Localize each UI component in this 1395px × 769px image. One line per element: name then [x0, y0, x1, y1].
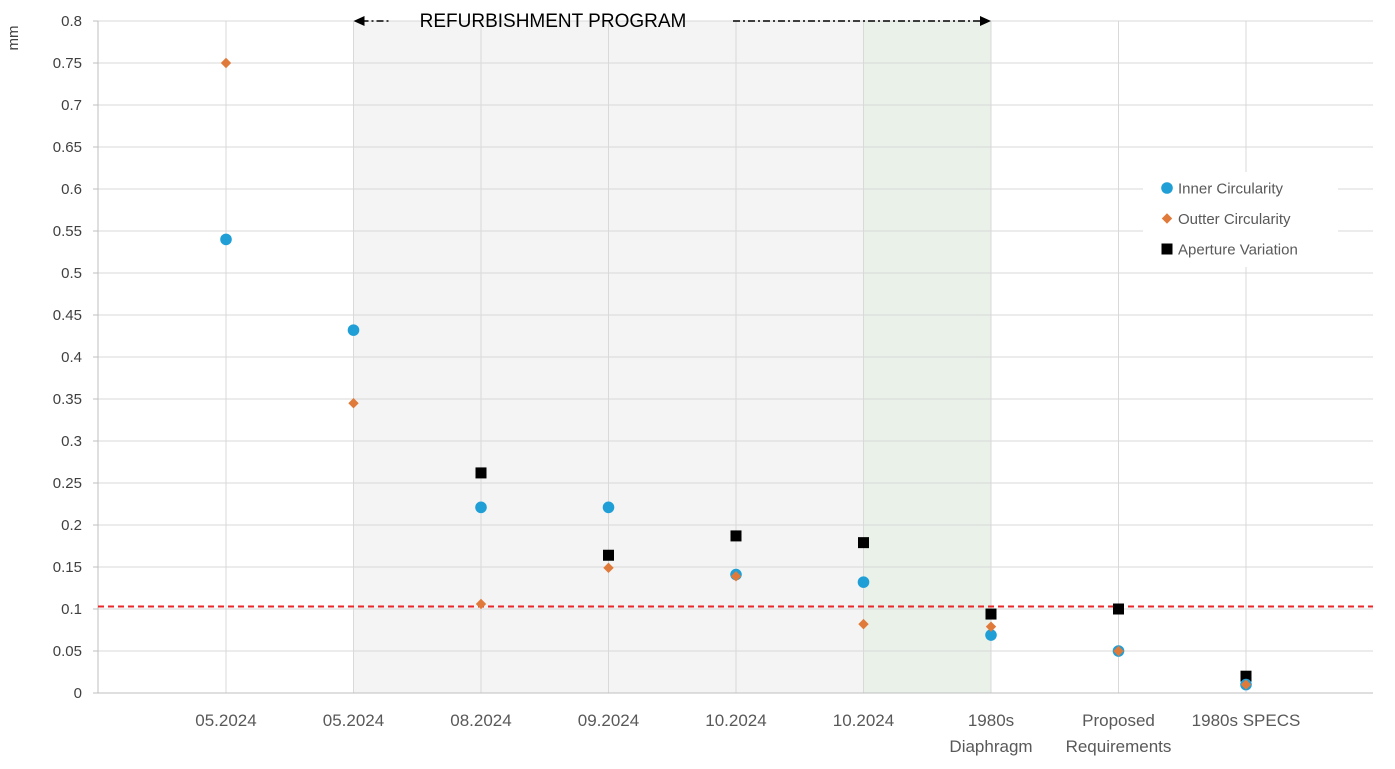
y-tick-label: 0.35 [53, 391, 82, 408]
inner-circularity-point [220, 233, 232, 246]
inner-circularity-point [857, 576, 870, 588]
aperture-variation-point [475, 467, 487, 479]
aperture-variation-point [730, 530, 742, 542]
aperture-variation-point [603, 549, 614, 561]
outter-circularity-point [730, 571, 742, 582]
y-tick-label: 0 [74, 685, 82, 702]
x-tick-label: 05.2024 [323, 711, 384, 730]
aperture-variation-point [985, 608, 997, 620]
refurbishment-program-label: REFURBISHMENT PROGRAM [420, 11, 687, 32]
y-tick-label: 0.2 [61, 517, 82, 534]
aperture-variation-point [858, 537, 869, 549]
legend: Inner Circularity Outter Circularity Apert… [1143, 172, 1338, 267]
y-tick-label: 0.8 [61, 13, 82, 30]
aperture-variation-point [1113, 603, 1124, 615]
inner-circularity-point [602, 501, 615, 514]
x-tick-label: 10.2024 [705, 711, 766, 730]
outter-circularity-point [603, 562, 614, 574]
x-tick-label: Requirements [1066, 737, 1172, 756]
aperture-variation-point [1240, 670, 1252, 682]
legend-label-aperture-variation: Aperture Variation [1178, 242, 1298, 259]
y-tick-label: 0.75 [53, 55, 82, 72]
outter-circularity-point [1240, 679, 1252, 690]
outter-circularity-point [475, 598, 487, 610]
y-axis-unit-label: mm [5, 26, 22, 51]
legend-marker-outter-circularity [1161, 213, 1173, 224]
legend-box [1143, 172, 1338, 267]
axes: 0 0.05 0.1 0.15 0.2 0.25 0.3 0.35 0.4 0.45 0.5 0.55… [53, 13, 1373, 756]
outter-circularity-point [348, 398, 359, 409]
x-tick-label: Proposed [1082, 711, 1155, 730]
x-tick-label: 1980s [968, 711, 1014, 730]
x-tick-label: 09.2024 [578, 711, 639, 730]
x-tick-label: 05.2024 [195, 711, 256, 730]
y-tick-label: 0.25 [53, 475, 82, 492]
inner-circularity-point [347, 324, 360, 336]
y-tick-label: 0.6 [61, 181, 82, 198]
annotation-arrowhead-left [353, 16, 365, 26]
y-tick-label: 0.65 [53, 139, 82, 156]
y-tick-label: 0.05 [53, 643, 82, 660]
y-tick-label: 0.1 [61, 601, 82, 618]
y-tick-label: 0.7 [61, 97, 82, 114]
legend-label-inner-circularity: Inner Circularity [1178, 181, 1284, 198]
y-tick-label: 0.45 [53, 307, 82, 324]
outter-circularity-point [985, 621, 997, 632]
outter-circularity-point [220, 57, 232, 69]
x-tick-label: 08.2024 [450, 711, 511, 730]
y-tick-label: 0.55 [53, 223, 82, 240]
outter-circularity-point [858, 618, 869, 630]
gridlines [98, 20, 1373, 694]
outter-circularity-point [1113, 645, 1124, 657]
inner-circularity-point [985, 629, 997, 641]
y-tick-label: 0.4 [61, 349, 82, 366]
y-tick-label: 0.15 [53, 559, 82, 576]
legend-marker-inner-circularity [1161, 182, 1173, 194]
x-tick-label: Diaphragm [949, 737, 1032, 756]
inner-circularity-point [475, 501, 487, 514]
annotation-group: REFURBISHMENT PROGRAM [353, 11, 991, 32]
data-points [220, 57, 1252, 691]
legend-label-outter-circularity: Outter Circularity [1178, 211, 1291, 228]
x-tick-label: 10.2024 [833, 711, 894, 730]
legend-marker-aperture-variation [1161, 243, 1173, 255]
y-tick-label: 0.3 [61, 433, 82, 450]
x-tick-label: 1980s SPECS [1192, 711, 1301, 730]
y-tick-label: 0.5 [61, 265, 82, 282]
annotation-arrowhead-right [980, 16, 991, 26]
